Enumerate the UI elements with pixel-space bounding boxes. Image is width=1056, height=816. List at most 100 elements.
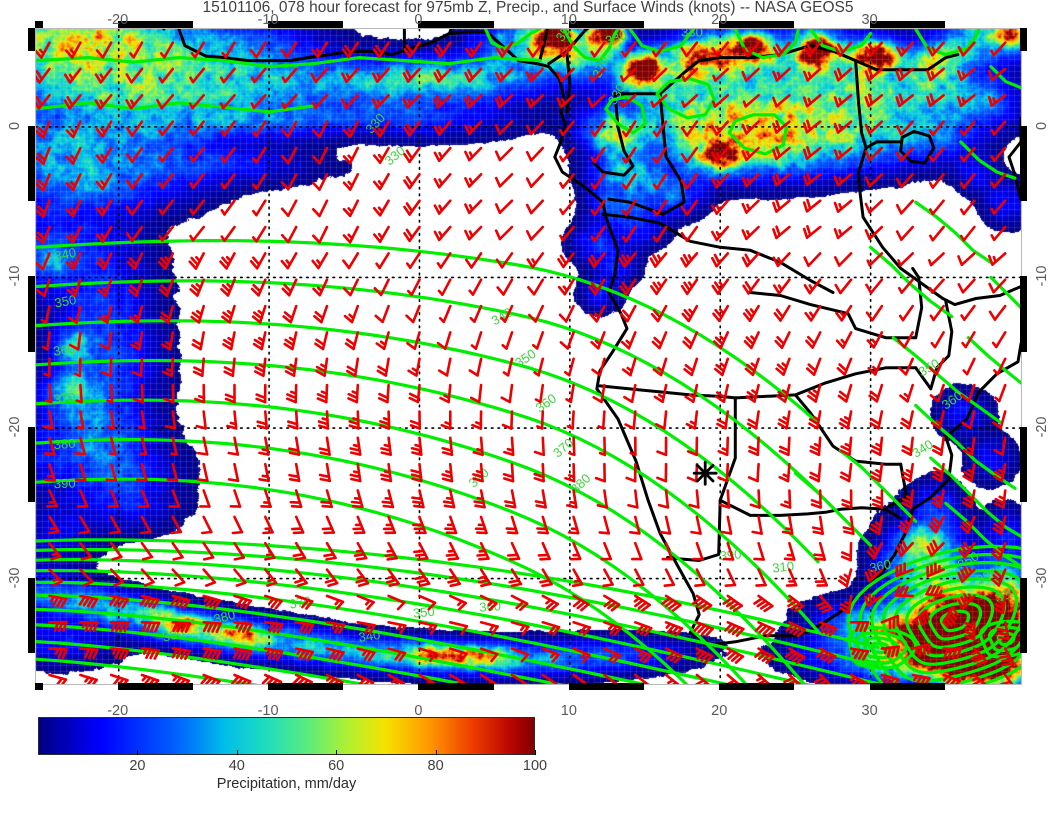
wind-barb — [189, 67, 205, 84]
wind-barb — [842, 515, 855, 536]
wind-barb — [650, 67, 668, 83]
wind-barb — [129, 41, 144, 59]
coastline — [592, 92, 635, 177]
height-contour — [966, 336, 1021, 385]
wind-barb — [505, 515, 519, 535]
wind-barb — [384, 541, 399, 561]
height-contour — [793, 471, 873, 548]
wind-barb — [741, 199, 760, 214]
wind-barb — [418, 620, 438, 635]
height-contour — [36, 639, 372, 684]
wind-barb — [987, 67, 1007, 82]
wind-barb — [621, 41, 637, 58]
wind-barb — [541, 594, 560, 612]
wind-barb — [711, 41, 730, 58]
wind-barb — [95, 120, 113, 138]
wind-barb — [162, 357, 175, 378]
wind-barb — [624, 410, 637, 430]
wind-barb — [657, 489, 670, 509]
wind-barb — [619, 67, 637, 83]
wind-barb — [48, 515, 60, 535]
wind-barb — [833, 199, 853, 213]
wind-barb — [568, 436, 576, 457]
wind-barb — [603, 620, 622, 637]
colorbar-tick-mark — [336, 750, 338, 755]
colorbar-tick-label: 80 — [427, 758, 444, 774]
wind-barb — [527, 304, 545, 323]
wind-barb — [590, 331, 606, 350]
wind-barb — [809, 462, 822, 483]
wind-barb — [125, 146, 144, 164]
wind-barb — [774, 331, 791, 350]
wind-barb — [652, 173, 668, 190]
wind-barb — [931, 489, 945, 509]
wind-barb — [252, 173, 267, 190]
wind-barb — [128, 278, 144, 298]
wind-barb — [559, 225, 575, 242]
wind-barb — [710, 199, 730, 215]
wind-barb — [251, 304, 267, 324]
wind-barb — [747, 462, 760, 483]
wind-barb — [202, 568, 217, 587]
colorbar-label: Precipitation, mm/day — [216, 776, 357, 792]
wind-barb — [597, 410, 606, 430]
wind-barb — [353, 541, 368, 561]
wind-barb — [804, 304, 822, 322]
wind-barb — [64, 41, 82, 59]
wind-barb — [564, 462, 576, 483]
wind-barb — [557, 252, 575, 269]
wind-barb — [233, 620, 253, 634]
wind-barb — [694, 568, 706, 588]
wind-barb — [355, 568, 370, 588]
wind-barb — [572, 647, 591, 664]
wind-barb — [684, 383, 699, 404]
wind-barb — [962, 489, 976, 509]
wind-barb — [188, 252, 205, 270]
wind-barb — [139, 515, 152, 535]
wind-barb — [506, 541, 521, 561]
wind-barb — [73, 357, 82, 378]
wind-barb — [864, 67, 884, 82]
wind-barb — [621, 120, 637, 138]
x-axis-tick-label: -10 — [257, 12, 279, 28]
wind-barb — [895, 120, 915, 136]
wind-barb — [837, 383, 853, 403]
wind-barb — [777, 410, 791, 430]
wind-barb — [79, 620, 99, 633]
wind-barb — [284, 357, 298, 377]
wind-barb — [229, 489, 242, 508]
contour-label: 390 — [54, 476, 76, 492]
wind-barb — [403, 120, 421, 137]
wind-barb — [897, 252, 915, 267]
wind-barb — [621, 173, 637, 190]
wind-barb — [691, 594, 713, 613]
wind-barb — [163, 383, 175, 404]
wind-barb — [685, 410, 699, 430]
coastline — [718, 498, 903, 520]
wind-barb — [249, 252, 267, 270]
wind-barb — [990, 41, 1007, 57]
wind-barb — [387, 594, 406, 611]
wind-barb — [501, 331, 514, 350]
wind-barb — [772, 278, 791, 295]
wind-barb — [281, 94, 298, 110]
wind-barb — [627, 489, 639, 509]
wind-barb — [156, 94, 175, 110]
wind-barb — [125, 120, 144, 137]
height-contour — [36, 101, 316, 114]
wind-barb — [864, 199, 884, 214]
wind-barb — [403, 146, 421, 164]
wind-barb — [724, 620, 745, 637]
wind-barb — [720, 515, 733, 535]
wind-barb — [258, 462, 270, 483]
wind-barb — [433, 173, 452, 189]
wind-barb — [993, 594, 1007, 615]
height-contour — [36, 657, 259, 684]
wind-barb — [816, 647, 837, 664]
y-axis-tick-label: 0 — [7, 121, 23, 130]
wind-barb — [557, 278, 575, 296]
contour-label: 380 — [53, 436, 76, 452]
wind-barb — [868, 383, 884, 403]
wind-barb — [712, 331, 730, 350]
wind-barb — [806, 383, 822, 403]
